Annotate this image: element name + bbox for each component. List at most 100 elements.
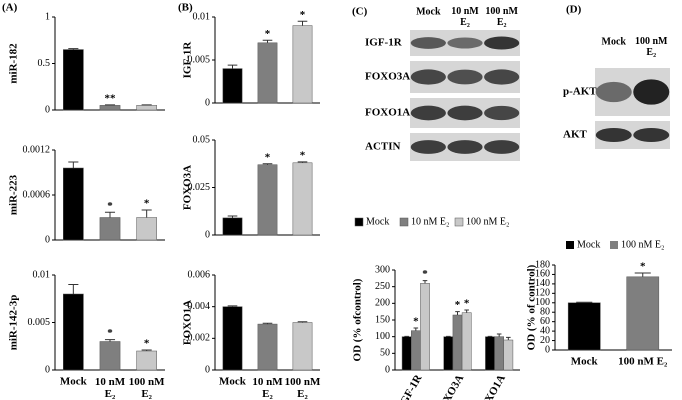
y-tick-label: 0.004 — [188, 301, 211, 312]
error-bar — [496, 333, 502, 337]
blot-band — [595, 127, 632, 143]
blot-band — [447, 37, 483, 49]
error-bar — [68, 284, 79, 294]
y-axis-label: OD (% ofcontrol) — [352, 278, 364, 361]
bar — [257, 323, 278, 371]
x-tick-label: 100 nM E₂ — [285, 376, 321, 400]
y-tick-label: 300 — [375, 264, 390, 275]
lane-label: 100 nM E₂ — [635, 36, 668, 58]
y-tick-label: 250 — [375, 281, 390, 292]
y-tick-label: 40 — [540, 325, 550, 336]
y-tick-label: 0 — [45, 104, 50, 115]
x-tick-label: Mock — [571, 356, 599, 368]
bar — [99, 217, 121, 241]
bar — [136, 350, 157, 371]
bar — [411, 330, 421, 371]
bar — [503, 339, 514, 371]
y-tick-label: 0.01 — [33, 269, 51, 280]
y-tick-label: 0 — [45, 364, 50, 375]
blot-band — [410, 69, 446, 85]
error-bar — [413, 327, 419, 331]
legend-swatch — [354, 217, 364, 227]
y-tick-label: 0.5 — [38, 58, 51, 69]
error-bar — [297, 20, 308, 26]
error-bar — [262, 39, 273, 43]
legend-label: Mock — [577, 239, 600, 250]
y-tick-label: 0.0012 — [23, 144, 51, 155]
y-tick-label: 50 — [380, 348, 390, 359]
bar — [292, 162, 313, 236]
y-tick-label: 0.002 — [188, 333, 211, 344]
y-tick-label: 80 — [540, 307, 550, 318]
blot-band — [633, 127, 670, 143]
error-bar — [104, 339, 116, 342]
y-tick-label: 60 — [540, 316, 550, 327]
bar — [257, 164, 278, 236]
blot-band — [595, 81, 632, 103]
error-bar — [634, 272, 651, 277]
y-tick-label: 0.006 — [188, 269, 211, 280]
y-axis-label: IGF-1R — [182, 41, 194, 79]
significance-mark: * — [300, 9, 306, 21]
y-tick-label: 200 — [375, 298, 390, 309]
y-tick-label: 140 — [535, 278, 550, 289]
row-label: FOXO3A — [365, 71, 410, 83]
legend-label: Mock — [366, 216, 389, 227]
x-tick-label: 10 nM E₂ — [252, 376, 283, 400]
bar — [63, 49, 84, 111]
error-bar — [104, 211, 116, 218]
y-tick-label: 100 — [375, 331, 390, 342]
bar — [494, 336, 505, 371]
significance-mark: * — [413, 316, 419, 328]
x-tick-label: IGF-1R — [396, 372, 425, 400]
error-bar — [227, 215, 238, 218]
significance-mark: * — [464, 298, 470, 310]
error-bar — [297, 321, 308, 323]
bar — [99, 341, 121, 371]
significance-mark: ** — [105, 92, 117, 104]
blot-band — [410, 37, 446, 49]
y-tick-label: 0.025 — [188, 182, 211, 193]
y-axis-label: miR-223 — [8, 174, 20, 215]
error-bar — [506, 336, 511, 340]
blot-band — [484, 105, 520, 121]
x-tick-label: Mock — [60, 376, 88, 388]
blot-band — [447, 69, 483, 85]
panel-label: (A) — [2, 2, 18, 14]
y-tick-label: 0 — [205, 229, 210, 240]
row-label: ACTIN — [365, 141, 401, 153]
bar — [99, 105, 121, 111]
legend-label: 10 nM E₂ — [411, 216, 450, 227]
y-tick-label: 100 — [535, 297, 550, 308]
row-label: AKT — [563, 129, 588, 141]
bar — [452, 314, 463, 371]
y-tick-label: 0 — [205, 97, 210, 108]
blot-band — [484, 140, 520, 154]
bar — [443, 336, 454, 371]
significance-mark: * — [265, 28, 271, 40]
y-axis-label: FOXO3A — [182, 165, 194, 210]
y-tick-label: 0 — [205, 364, 210, 375]
bar — [420, 283, 430, 371]
bar — [136, 217, 157, 241]
bar — [63, 293, 84, 371]
lane-label: Mock — [416, 6, 441, 17]
legend-swatch — [566, 241, 574, 249]
row-label: p-AKT — [563, 86, 597, 98]
blot-band — [447, 140, 483, 154]
x-tick-label: 100 nM E₂ — [129, 376, 165, 400]
significance-mark: * — [640, 261, 646, 273]
legend-label: 100 nM E₂ — [621, 239, 665, 250]
significance-mark: * — [144, 198, 150, 210]
y-tick-label: 0.05 — [193, 134, 211, 145]
error-bar — [455, 311, 460, 315]
significance-mark: * — [455, 299, 461, 311]
y-tick-label: 0 — [545, 344, 550, 355]
bar — [292, 322, 313, 371]
x-tick-label: FOXO3A — [433, 373, 466, 400]
legend-swatch — [399, 217, 409, 227]
error-bar — [262, 322, 273, 325]
error-bar — [422, 280, 428, 284]
y-tick-label: 160 — [535, 269, 550, 280]
